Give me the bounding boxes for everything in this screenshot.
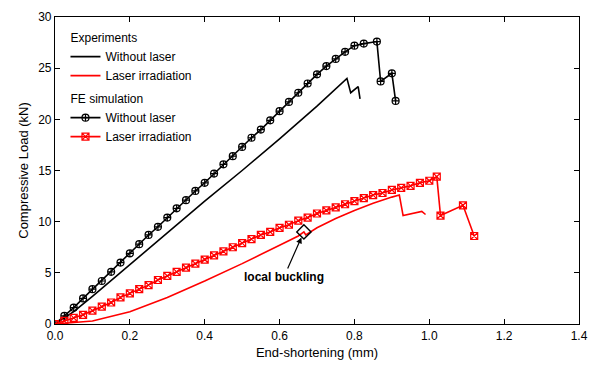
svg-text:local buckling: local buckling — [244, 270, 324, 284]
svg-text:20: 20 — [38, 113, 52, 127]
svg-text:Compressive Load (kN): Compressive Load (kN) — [16, 102, 31, 239]
svg-text:Experiments: Experiments — [70, 31, 137, 45]
svg-text:30: 30 — [38, 10, 52, 24]
svg-text:0.6: 0.6 — [271, 329, 288, 343]
svg-text:10: 10 — [38, 215, 52, 229]
svg-text:0.4: 0.4 — [196, 329, 213, 343]
svg-text:1.2: 1.2 — [496, 329, 513, 343]
svg-text:Without laser: Without laser — [105, 111, 175, 125]
svg-text:5: 5 — [45, 266, 52, 280]
svg-text:1.4: 1.4 — [571, 329, 588, 343]
svg-text:15: 15 — [38, 164, 52, 178]
svg-text:0.0: 0.0 — [47, 329, 64, 343]
svg-text:25: 25 — [38, 61, 52, 75]
svg-text:1.0: 1.0 — [421, 329, 438, 343]
svg-text:Without laser: Without laser — [105, 50, 175, 64]
svg-text:0: 0 — [45, 317, 52, 331]
svg-text:End-shortening (mm): End-shortening (mm) — [256, 345, 378, 360]
svg-text:Laser irradiation: Laser irradiation — [105, 69, 191, 83]
svg-text:0.8: 0.8 — [346, 329, 363, 343]
svg-text:FE simulation: FE simulation — [70, 92, 143, 106]
svg-text:0.2: 0.2 — [122, 329, 139, 343]
svg-text:Laser irradiation: Laser irradiation — [105, 130, 191, 144]
